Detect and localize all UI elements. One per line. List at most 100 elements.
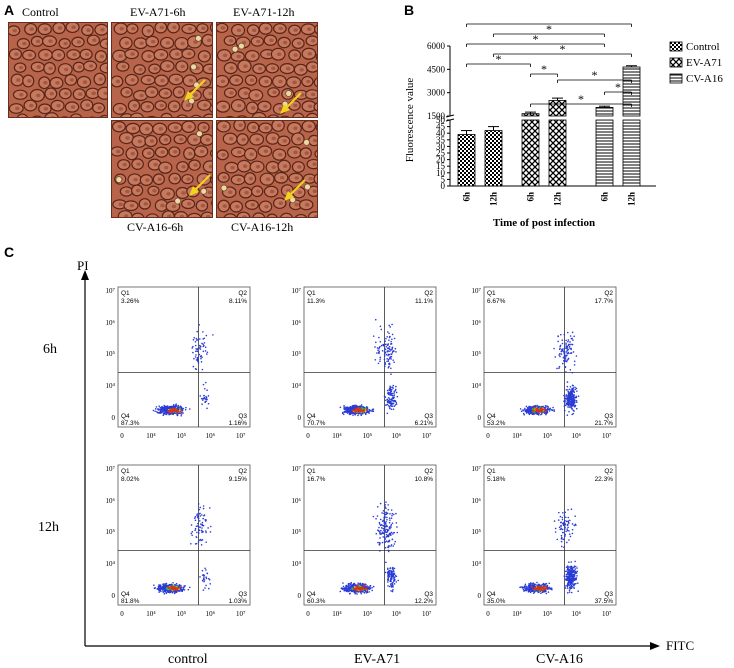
quadrant-percent: 5.18% bbox=[487, 476, 506, 483]
y-tick-label: 0 bbox=[441, 181, 446, 191]
quadrant-percent: 81.8% bbox=[121, 598, 140, 605]
flow-y-tick: 10⁴ bbox=[292, 382, 302, 390]
bar bbox=[484, 130, 503, 187]
bar bbox=[595, 119, 614, 187]
significance-star: * bbox=[592, 68, 598, 82]
label-control: Control bbox=[22, 5, 59, 19]
bar bbox=[622, 119, 641, 187]
x-tick-label: 12h bbox=[627, 192, 637, 206]
x-axis-label: Time of post infection bbox=[493, 217, 595, 229]
significance-star: * bbox=[533, 32, 539, 46]
panel-b-letter: B bbox=[404, 2, 415, 18]
x-tick-label: 6h bbox=[526, 192, 536, 202]
quadrant-percent: 60.3% bbox=[307, 598, 326, 605]
label-ev-a71-12h: EV-A71-12h bbox=[233, 5, 295, 19]
flow-y-tick: 0 bbox=[112, 414, 116, 422]
significance-star: * bbox=[615, 80, 621, 94]
significance-star: * bbox=[496, 52, 502, 66]
flow-y-tick: 10⁵ bbox=[292, 528, 302, 536]
micrograph-control bbox=[8, 22, 108, 118]
pi-axis-label: PI bbox=[77, 258, 89, 273]
y-tick-label: 1500 bbox=[427, 111, 446, 121]
micrograph-ev-a71-6h bbox=[111, 22, 213, 118]
quadrant-name: Q4 bbox=[121, 413, 130, 420]
quadrant-percent: 6.21% bbox=[415, 420, 434, 427]
arrow-icon bbox=[189, 174, 211, 196]
flow-x-tick: 10⁴ bbox=[512, 610, 522, 618]
flow-x-tick: 0 bbox=[120, 610, 124, 618]
x-tick-label: 12h bbox=[553, 192, 563, 206]
micrograph-ev-a71-12h bbox=[216, 22, 318, 118]
flow-y-tick: 10⁷ bbox=[106, 287, 116, 295]
quadrant-name: Q1 bbox=[307, 290, 316, 297]
x-tick-label: 6h bbox=[600, 192, 610, 202]
flow-y-tick: 10⁷ bbox=[292, 465, 302, 473]
y-tick-label: 50 bbox=[436, 115, 446, 125]
flow-cytometry-plot: 0 10⁴ 10⁵ 10⁶ 10⁷ 0 10⁴ 10⁵ 10⁶ 10⁷ Q13.26% Q28.11%… bbox=[106, 286, 251, 440]
label-cv-a16-12h: CV-A16-12h bbox=[231, 220, 294, 234]
quadrant-name: Q4 bbox=[487, 591, 496, 598]
flow-y-tick: 10⁵ bbox=[106, 350, 116, 358]
quadrant-name: Q3 bbox=[604, 591, 613, 598]
micrograph-cv-a16-6h bbox=[111, 120, 213, 218]
flow-x-tick: 0 bbox=[120, 432, 124, 440]
quadrant-name: Q1 bbox=[487, 468, 496, 475]
quadrant-percent: 8.02% bbox=[121, 476, 140, 483]
y-tick-label: 4500 bbox=[427, 64, 446, 74]
panel-a-letter: A bbox=[4, 2, 15, 18]
quadrant-percent: 70.7% bbox=[307, 420, 326, 427]
quadrant-name: Q3 bbox=[238, 413, 247, 420]
legend-entry: EV-A71 bbox=[686, 57, 722, 69]
y-tick-label: 20 bbox=[436, 155, 446, 165]
flow-y-tick: 10⁶ bbox=[292, 319, 302, 327]
flow-y-tick: 10⁴ bbox=[106, 560, 116, 568]
quadrant-percent: 11.3% bbox=[307, 298, 325, 305]
quadrant-name: Q2 bbox=[238, 290, 247, 297]
quadrant-name: Q1 bbox=[121, 290, 130, 297]
bar bbox=[521, 113, 540, 117]
quadrant-name: Q3 bbox=[238, 591, 247, 598]
flow-y-tick: 10⁶ bbox=[472, 319, 482, 327]
quadrant-percent: 11.1% bbox=[415, 298, 433, 305]
y-tick-label: 25 bbox=[436, 148, 446, 158]
bar-chart: Fluorescence value Time of post infectio… bbox=[404, 20, 723, 229]
y-tick-label: 40 bbox=[436, 128, 446, 138]
micrograph-cv-a16-12h bbox=[216, 120, 318, 218]
y-tick-label: 15 bbox=[436, 161, 446, 171]
fitc-axis-label: FITC bbox=[666, 638, 695, 653]
flow-x-tick: 10⁵ bbox=[543, 610, 553, 618]
quadrant-percent: 35.0% bbox=[487, 598, 506, 605]
flow-x-tick: 10⁴ bbox=[332, 432, 342, 440]
flow-y-tick: 0 bbox=[112, 592, 116, 600]
flow-y-tick: 10⁵ bbox=[472, 350, 482, 358]
flow-y-tick: 10⁷ bbox=[292, 287, 302, 295]
significance-star: * bbox=[541, 62, 547, 76]
flow-x-tick: 10⁶ bbox=[572, 610, 582, 618]
row-label-12h: 12h bbox=[38, 520, 59, 535]
y-tick-label: 35 bbox=[436, 135, 446, 145]
quadrant-name: Q2 bbox=[604, 468, 613, 475]
arrow-icon bbox=[184, 79, 206, 101]
legend-entry: Control bbox=[686, 41, 720, 53]
flow-y-tick: 10⁵ bbox=[292, 350, 302, 358]
bar bbox=[622, 66, 641, 117]
quadrant-percent: 10.8% bbox=[415, 476, 434, 483]
flow-x-tick: 10⁵ bbox=[363, 432, 373, 440]
bar bbox=[548, 119, 567, 187]
col-label-control: control bbox=[168, 652, 208, 667]
col-label-cv-a16: CV-A16 bbox=[536, 652, 583, 667]
legend-swatch bbox=[669, 73, 683, 84]
flow-x-tick: 10⁵ bbox=[177, 610, 187, 618]
col-label-ev-a71: EV-A71 bbox=[354, 652, 401, 667]
x-tick-label: 12h bbox=[489, 192, 499, 206]
flow-y-tick: 10⁶ bbox=[472, 497, 482, 505]
significance-star: * bbox=[546, 20, 552, 26]
flow-y-tick: 0 bbox=[298, 592, 302, 600]
quadrant-name: Q3 bbox=[604, 413, 613, 420]
flow-x-tick: 10⁵ bbox=[543, 432, 553, 440]
bar bbox=[548, 100, 567, 117]
quadrant-name: Q2 bbox=[238, 468, 247, 475]
flow-x-tick: 10⁶ bbox=[206, 610, 216, 618]
quadrant-name: Q1 bbox=[307, 468, 316, 475]
